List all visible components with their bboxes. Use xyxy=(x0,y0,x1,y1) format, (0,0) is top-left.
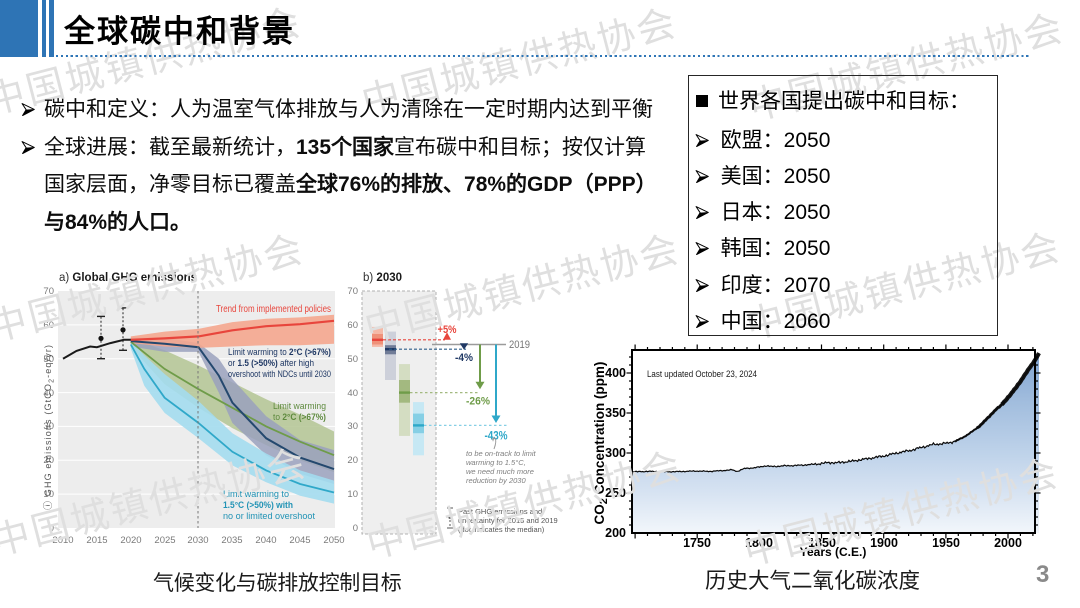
svg-text:1750: 1750 xyxy=(683,536,711,550)
svg-text:2000: 2000 xyxy=(994,536,1022,550)
svg-text:0: 0 xyxy=(49,523,54,534)
svg-text:2019: 2019 xyxy=(509,339,530,351)
svg-text:Trend from implemented policie: Trend from implemented policies xyxy=(216,303,331,315)
svg-text:Years (C.E.): Years (C.E.) xyxy=(800,545,867,559)
svg-text:50: 50 xyxy=(43,354,54,365)
svg-text:10: 10 xyxy=(347,489,358,500)
svg-text:-26%: -26% xyxy=(466,396,490,408)
svg-text:250: 250 xyxy=(605,486,626,500)
svg-text:Limit warming: Limit warming xyxy=(273,401,326,412)
svg-text:70: 70 xyxy=(43,286,54,297)
svg-text:30: 30 xyxy=(43,421,54,432)
svg-text:uncertainty for 2015 and 2019: uncertainty for 2015 and 2019 xyxy=(458,516,558,525)
svg-text:b) 2030: b) 2030 xyxy=(363,272,402,284)
svg-text:1950: 1950 xyxy=(932,536,960,550)
svg-text:60: 60 xyxy=(43,320,54,331)
svg-text:60: 60 xyxy=(347,320,358,331)
svg-text:1900: 1900 xyxy=(870,536,898,550)
svg-text:400: 400 xyxy=(605,366,626,380)
svg-text:to be on-track to limit: to be on-track to limit xyxy=(466,449,537,458)
svg-text:to 2°C (>67%): to 2°C (>67%) xyxy=(273,412,326,423)
svg-text:200: 200 xyxy=(605,526,626,540)
svg-text:a) Global GHG emissions: a) Global GHG emissions xyxy=(59,272,197,284)
svg-text:1.5°C (>50%) with: 1.5°C (>50%) with xyxy=(223,500,293,511)
svg-text:(dot indicates the median): (dot indicates the median) xyxy=(458,525,545,534)
svg-text:Past GHG emissions and: Past GHG emissions and xyxy=(458,507,542,516)
svg-text:2015: 2015 xyxy=(86,535,107,546)
svg-text:20: 20 xyxy=(43,455,54,466)
svg-text:40: 40 xyxy=(43,388,54,399)
svg-text:2045: 2045 xyxy=(289,535,310,546)
svg-text:300: 300 xyxy=(605,446,626,460)
svg-text:1800: 1800 xyxy=(745,536,773,550)
svg-text:2050: 2050 xyxy=(323,535,344,546)
svg-text:40: 40 xyxy=(347,388,358,399)
svg-text:2025: 2025 xyxy=(154,535,175,546)
svg-text:no or limited overshoot: no or limited overshoot xyxy=(223,511,315,522)
svg-text:2030: 2030 xyxy=(187,535,208,546)
svg-text:reduction by 2030: reduction by 2030 xyxy=(466,476,526,485)
svg-text:CO2 Concentration (ppm): CO2 Concentration (ppm) xyxy=(592,362,610,525)
svg-text:0: 0 xyxy=(353,523,358,534)
svg-text:2010: 2010 xyxy=(52,535,73,546)
svg-text:30: 30 xyxy=(347,421,358,432)
svg-text:2035: 2035 xyxy=(221,535,242,546)
svg-text:70: 70 xyxy=(347,286,358,297)
svg-text:2020: 2020 xyxy=(120,535,141,546)
svg-text:-4%: -4% xyxy=(455,352,473,364)
svg-text:350: 350 xyxy=(605,406,626,420)
svg-text:warming to 1.5°C,: warming to 1.5°C, xyxy=(466,458,526,467)
svg-text:Last updated October 23, 2024: Last updated October 23, 2024 xyxy=(647,369,757,379)
svg-text:2040: 2040 xyxy=(255,535,276,546)
svg-text:overshoot with NDCs until 2030: overshoot with NDCs until 2030 xyxy=(228,369,331,380)
svg-text:50: 50 xyxy=(347,354,358,365)
svg-text:Limit warming to: Limit warming to xyxy=(223,489,289,500)
svg-text:ⓘ GHG emissions (GtCO2-eq/yr): ⓘ GHG emissions (GtCO2-eq/yr) xyxy=(43,345,56,510)
svg-text:20: 20 xyxy=(347,455,358,466)
svg-text:or 1.5 (>50%) after high: or 1.5 (>50%) after high xyxy=(228,358,314,369)
svg-text:-43%: -43% xyxy=(485,430,508,442)
svg-text:+5%: +5% xyxy=(438,324,457,336)
svg-text:Limit warming to 2°C (>67%): Limit warming to 2°C (>67%) xyxy=(228,347,331,358)
svg-text:1850: 1850 xyxy=(808,536,836,550)
svg-text:we need much more: we need much more xyxy=(466,467,534,476)
svg-text:10: 10 xyxy=(43,489,54,500)
